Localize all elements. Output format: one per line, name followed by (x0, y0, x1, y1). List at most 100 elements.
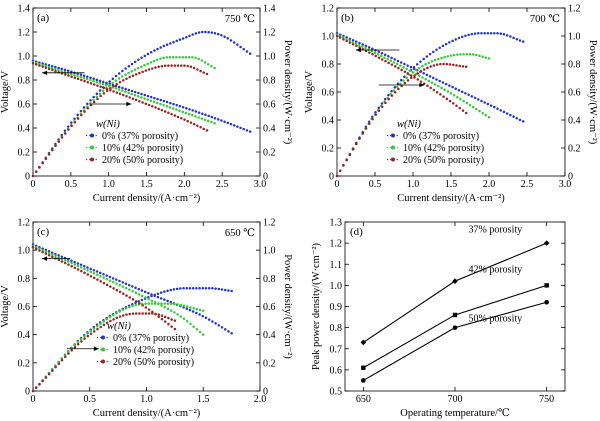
data-point (348, 153, 352, 156)
y2-tick-label: 1.0 (263, 52, 276, 63)
data-point (543, 240, 550, 246)
data-point (57, 258, 61, 262)
data-point (452, 94, 456, 97)
data-point (185, 305, 189, 308)
data-point (143, 290, 147, 294)
data-point (419, 70, 423, 73)
data-point (105, 283, 109, 287)
data-point (149, 50, 153, 54)
data-point (163, 298, 166, 301)
data-point (384, 101, 387, 105)
data-point (441, 81, 445, 84)
data-point (131, 289, 134, 293)
data-point (153, 96, 156, 100)
legend-swatch-marker (101, 335, 105, 340)
data-point (207, 114, 210, 118)
data-point (150, 294, 153, 298)
data-point (220, 119, 223, 122)
data-point (355, 142, 358, 146)
data-point (63, 355, 67, 359)
data-point (173, 64, 177, 67)
data-point (41, 161, 44, 165)
data-point (416, 72, 419, 75)
data-point (137, 287, 140, 291)
data-point (131, 74, 135, 77)
y-tick-label: 1.0 (322, 32, 335, 43)
data-point (355, 40, 358, 43)
data-point (38, 247, 41, 251)
data-point (191, 33, 194, 36)
data-point (73, 263, 77, 266)
data-point (134, 300, 138, 303)
data-point (462, 53, 465, 56)
data-point (239, 45, 242, 49)
data-point (66, 69, 70, 73)
data-point (432, 50, 435, 54)
data-point (245, 129, 249, 132)
data-point (63, 132, 67, 135)
data-point (345, 39, 348, 43)
data-point (137, 91, 140, 95)
data-point (204, 316, 208, 320)
data-point (414, 68, 418, 72)
data-point (160, 302, 163, 305)
series-s20 (31, 246, 177, 393)
data-point (47, 372, 51, 376)
data-point (499, 32, 502, 35)
data-point (186, 119, 189, 123)
data-point (38, 166, 41, 169)
data-point (200, 117, 204, 120)
data-point (173, 114, 177, 117)
data-point (128, 305, 131, 309)
x-tick-label: 1.0 (140, 394, 153, 405)
data-point (480, 99, 483, 103)
legend-title: w(Ni) (96, 119, 120, 130)
data-point (496, 107, 499, 110)
data-point (351, 43, 355, 46)
data-point (99, 94, 102, 98)
data-point (192, 66, 196, 70)
data-point (136, 66, 140, 70)
data-point (80, 269, 83, 273)
data-point (57, 140, 61, 143)
y2-tick-label: 1.4 (263, 4, 276, 15)
data-point (163, 315, 167, 319)
x-tick-label: 650 (356, 394, 371, 405)
data-point (387, 61, 390, 65)
data-point (195, 311, 198, 315)
data-point (114, 79, 118, 82)
data-point (76, 262, 80, 265)
data-point (144, 102, 148, 105)
legend-entry: 0% (37% porosity) (113, 333, 189, 344)
data-point (178, 109, 181, 112)
data-point (440, 56, 443, 60)
data-point (124, 87, 127, 91)
data-point (99, 85, 102, 88)
data-point (47, 250, 51, 253)
data-point (393, 86, 397, 89)
y-tick-label: 1.2 (330, 239, 343, 250)
data-point (197, 111, 201, 114)
data-point (351, 40, 355, 44)
y-axis-label: Peak power density/(W·cm⁻²) (311, 242, 322, 370)
data-point (442, 95, 445, 98)
data-point (509, 35, 512, 38)
y-tick-label: 1.3 (330, 218, 343, 229)
data-point (99, 271, 102, 275)
data-point (478, 109, 481, 113)
data-point (406, 64, 409, 67)
data-point (217, 324, 221, 327)
data-point (380, 54, 383, 58)
data-point (86, 332, 89, 335)
data-point (50, 251, 54, 254)
data-point (395, 62, 399, 66)
panel-label: (a) (37, 12, 50, 24)
panel-label: (c) (37, 226, 50, 238)
data-point (464, 34, 467, 38)
data-point (361, 43, 364, 46)
data-point (57, 68, 60, 72)
legend-swatch-marker (391, 157, 395, 162)
data-point (400, 68, 403, 72)
panel-b-chart: 0 0.5 1.0 1.5 2.0 2.5 3.000.20.40.60.81.01.200… (304, 4, 598, 205)
data-point (371, 117, 374, 121)
